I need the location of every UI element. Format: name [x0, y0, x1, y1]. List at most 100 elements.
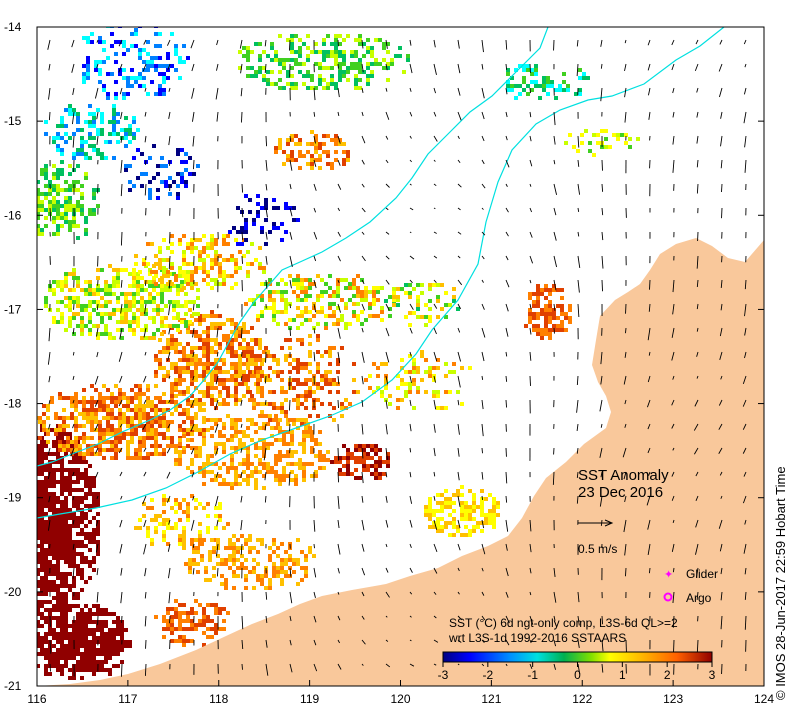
sst-pixel	[210, 362, 214, 366]
sst-pixel	[218, 382, 222, 386]
sst-pixel	[304, 318, 308, 322]
sst-pixel	[452, 533, 456, 537]
sst-pixel	[68, 604, 72, 608]
sst-pixel	[86, 420, 90, 424]
sst-pixel	[8, 528, 12, 532]
sst-pixel	[374, 452, 378, 456]
sst-pixel	[116, 140, 120, 144]
sst-pixel	[230, 286, 234, 290]
sst-pixel	[40, 540, 44, 544]
sst-pixel	[608, 145, 612, 149]
sst-pixel	[296, 286, 300, 290]
sst-pixel	[376, 298, 380, 302]
sst-pixel	[488, 517, 492, 521]
sst-pixel	[88, 616, 92, 620]
sst-pixel	[254, 482, 258, 486]
sst-pixel	[16, 432, 20, 436]
sst-pixel	[182, 428, 186, 432]
sst-pixel	[226, 386, 230, 390]
sst-pixel	[370, 444, 374, 448]
sst-pixel	[364, 290, 368, 294]
sst-pixel	[252, 398, 256, 402]
sst-pixel	[320, 386, 324, 390]
sst-pixel	[92, 540, 96, 544]
sst-pixel	[480, 509, 484, 513]
sst-pixel	[88, 208, 92, 212]
sst-pixel	[250, 242, 254, 246]
sst-pixel	[142, 48, 146, 52]
sst-pixel	[88, 484, 92, 488]
sst-pixel	[108, 288, 112, 292]
sst-pixel	[456, 307, 460, 311]
sst-pixel	[298, 38, 302, 42]
sst-pixel	[120, 624, 124, 628]
sst-pixel	[484, 517, 488, 521]
sst-pixel	[248, 370, 252, 374]
sst-pixel	[48, 628, 52, 632]
sst-pixel	[80, 308, 84, 312]
sst-pixel	[24, 432, 28, 436]
sst-pixel	[52, 452, 56, 456]
sst-pixel	[80, 660, 84, 664]
sst-pixel	[68, 648, 72, 652]
sst-pixel	[20, 472, 24, 476]
sst-pixel	[126, 92, 130, 96]
sst-pixel	[100, 152, 104, 156]
sst-pixel	[238, 418, 242, 422]
sst-pixel	[202, 615, 206, 619]
sst-pixel	[76, 476, 80, 480]
sst-pixel	[92, 556, 96, 560]
sst-pixel	[64, 644, 68, 648]
sst-pixel	[228, 230, 232, 234]
sst-pixel	[324, 282, 328, 286]
sst-pixel	[256, 550, 260, 554]
sst-pixel	[330, 54, 334, 58]
sst-pixel	[376, 366, 380, 370]
sst-pixel	[294, 450, 298, 454]
sst-pixel	[60, 136, 64, 140]
sst-pixel	[246, 458, 250, 462]
sst-pixel	[162, 378, 166, 382]
sst-pixel	[234, 394, 238, 398]
sst-pixel	[104, 288, 108, 292]
sst-pixel	[214, 242, 218, 246]
sst-pixel	[250, 74, 254, 78]
sst-pixel	[252, 586, 256, 590]
sst-pixel	[74, 392, 78, 396]
sst-pixel	[120, 632, 124, 636]
sst-pixel	[56, 212, 60, 216]
sst-pixel	[304, 398, 308, 402]
sst-pixel	[82, 80, 86, 84]
sst-pixel	[268, 390, 272, 394]
sst-pixel	[460, 513, 464, 517]
sst-pixel	[298, 142, 302, 146]
sst-pixel	[92, 300, 96, 304]
sst-pixel	[88, 292, 92, 296]
sst-pixel	[68, 492, 72, 496]
sst-pixel	[342, 456, 346, 460]
sst-pixel	[296, 338, 300, 342]
sst-pixel	[20, 524, 24, 528]
current-vector	[530, 376, 531, 386]
sst-pixel	[80, 152, 84, 156]
sst-pixel	[158, 92, 162, 96]
sst-pixel	[128, 640, 132, 644]
sst-pixel	[360, 290, 364, 294]
sst-pixel	[106, 440, 110, 444]
sst-pixel	[300, 338, 304, 342]
sst-pixel	[40, 532, 44, 536]
sst-pixel	[310, 142, 314, 146]
sst-pixel	[16, 548, 20, 552]
sst-pixel	[42, 420, 46, 424]
sst-pixel	[214, 322, 218, 326]
sst-pixel	[276, 422, 280, 426]
sst-pixel	[96, 152, 100, 156]
sst-pixel	[326, 86, 330, 90]
sst-pixel	[56, 508, 60, 512]
sst-pixel	[226, 390, 230, 394]
sst-pixel	[578, 92, 582, 96]
sst-pixel	[428, 307, 432, 311]
sst-pixel	[348, 282, 352, 286]
sst-pixel	[194, 599, 198, 603]
sst-pixel	[206, 246, 210, 250]
